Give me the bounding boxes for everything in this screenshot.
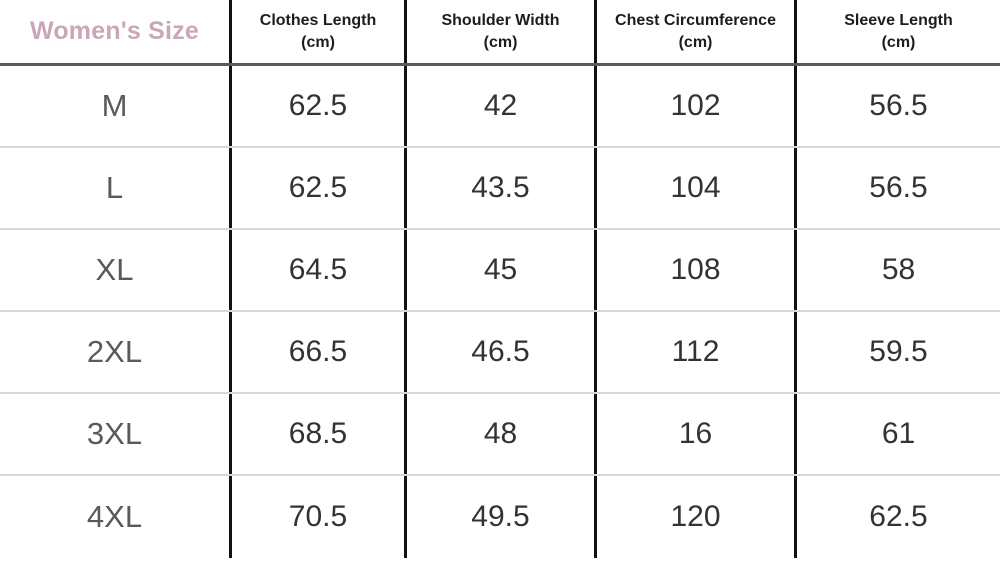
- table-row: XL 64.5 45 108 58: [0, 230, 1000, 312]
- cell-clothes-length: 70.5: [232, 476, 407, 558]
- cell-clothes-length: 66.5: [232, 312, 407, 392]
- table-row: 3XL 68.5 48 16 61: [0, 394, 1000, 476]
- cell-chest-circumference: 112: [597, 312, 797, 392]
- cell-chest-circumference: 108: [597, 230, 797, 310]
- cell-size: 4XL: [0, 476, 232, 558]
- table-header-row: Women's Size Clothes Length (cm) Shoulde…: [0, 0, 1000, 66]
- cell-clothes-length: 62.5: [232, 148, 407, 228]
- cell-chest-circumference: 102: [597, 66, 797, 146]
- cell-size: M: [0, 66, 232, 146]
- cell-sleeve-length: 56.5: [869, 89, 928, 122]
- cell-chest-circumference: 104: [597, 148, 797, 228]
- cell-sleeve-length: 59.5: [869, 335, 928, 368]
- cell-sleeve-length: 62.5: [869, 500, 928, 533]
- column-header-label: Sleeve Length: [844, 11, 953, 29]
- column-header-sleeve-length: Sleeve Length (cm): [797, 0, 1000, 63]
- column-header-unit: (cm): [483, 33, 518, 51]
- column-header-shoulder-width: Shoulder Width (cm): [407, 0, 597, 63]
- cell-clothes-length: 64.5: [232, 230, 407, 310]
- table-row: 2XL 66.5 46.5 112 59.5: [0, 312, 1000, 394]
- cell-size: XL: [0, 230, 232, 310]
- cell-chest-circumference: 16: [597, 394, 797, 474]
- cell-shoulder-width: 46.5: [407, 312, 597, 392]
- cell-size: L: [0, 148, 232, 228]
- cell-sleeve-length: 56.5: [869, 171, 928, 204]
- column-header-clothes-length: Clothes Length (cm): [232, 0, 407, 63]
- table-row: L 62.5 43.5 104 56.5: [0, 148, 1000, 230]
- cell-clothes-length: 62.5: [232, 66, 407, 146]
- column-header-label: Clothes Length: [259, 11, 377, 29]
- cell-shoulder-width: 45: [407, 230, 597, 310]
- cell-sleeve-length: 58: [881, 253, 916, 286]
- cell-clothes-length: 68.5: [232, 394, 407, 474]
- cell-chest-circumference: 120: [597, 476, 797, 558]
- column-header-label: Shoulder Width: [441, 11, 560, 29]
- cell-shoulder-width: 42: [407, 66, 597, 146]
- column-header-chest-circumference: Chest Circumference (cm): [597, 0, 797, 63]
- cell-shoulder-width: 48: [407, 394, 597, 474]
- column-header-unit: (cm): [881, 33, 916, 51]
- column-header-label: Women's Size: [29, 16, 200, 45]
- column-header-unit: (cm): [678, 33, 713, 51]
- column-header-label: Chest Circumference: [615, 11, 776, 29]
- cell-shoulder-width: 49.5: [407, 476, 597, 558]
- table-row: M 62.5 42 102 56.5: [0, 66, 1000, 148]
- cell-size: 3XL: [0, 394, 232, 474]
- cell-shoulder-width: 43.5: [407, 148, 597, 228]
- cell-sleeve-length: 61: [881, 417, 916, 450]
- cell-size: 2XL: [0, 312, 232, 392]
- table-body: M 62.5 42 102 56.5 L 62.5 43.5 104 56.5 …: [0, 66, 1000, 562]
- column-header-unit: (cm): [301, 33, 335, 51]
- column-header-womens-size: Women's Size: [0, 0, 232, 63]
- table-row: 4XL 70.5 49.5 120 62.5: [0, 476, 1000, 558]
